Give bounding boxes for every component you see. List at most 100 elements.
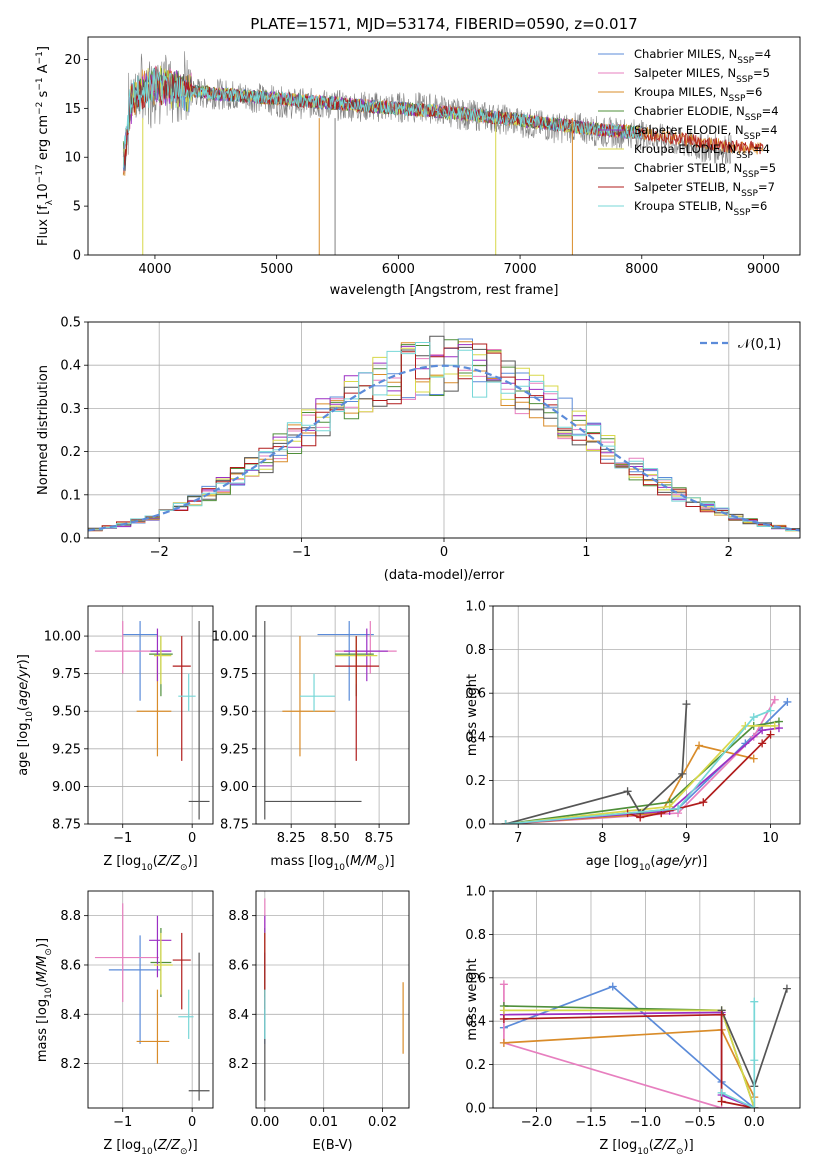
spectrum-ylabel: Flux [fλ10−17 erg cm−2 s−1 A−1] xyxy=(35,46,55,246)
mass-vs-Z-ylabel: mass [log10(M/M⊙)] xyxy=(35,938,54,1062)
legend-label: Kroupa MILES, NSSP=6 xyxy=(634,85,762,104)
weight-marker xyxy=(766,706,775,715)
residuals-plot-area xyxy=(88,335,800,533)
weight-marker xyxy=(695,741,704,750)
figure-title: PLATE=1571, MJD=53174, FIBERID=0590, z=0… xyxy=(250,15,637,33)
weight-marker xyxy=(623,787,632,796)
y-tick-label: 5 xyxy=(73,200,81,215)
legend-label: Salpeter ELODIE, NSSP=4 xyxy=(634,123,777,142)
age-vs-Z-frame xyxy=(87,605,214,825)
weight-vs-age-plot-area xyxy=(501,695,792,824)
errorbar-point xyxy=(108,935,161,1044)
weight-vs-age-xlabel: age [log10(age/yr)] xyxy=(586,854,708,873)
x-tick-label: −1 xyxy=(113,1115,132,1130)
errorbar-point xyxy=(343,628,388,682)
legend-label: Salpeter STELIB, NSSP=7 xyxy=(634,180,775,199)
weight-marker xyxy=(674,804,683,813)
weight-series-kroupa-miles xyxy=(499,1025,759,1108)
age-vs-Z-axes: −1 0 8.75 9.00 9.25 9.50 9.75 10.00 Z [log10(Z/Z… xyxy=(16,605,214,873)
y-tick-label: 0.1 xyxy=(60,488,81,503)
age-vs-Z-xlabel: Z [log10(Z/Z⊙)] xyxy=(103,854,197,873)
y-tick-label: 0.4 xyxy=(465,1015,486,1030)
x-tick-label: 8000 xyxy=(625,262,658,277)
normal-reference-curve xyxy=(88,364,800,532)
errorbar-point xyxy=(94,903,159,1002)
y-tick-label: 8.75 xyxy=(52,818,81,833)
y-tick-label: 0.2 xyxy=(465,774,486,789)
x-tick-label: 5000 xyxy=(260,262,293,277)
x-tick-label: 0.0 xyxy=(744,1115,765,1130)
errorbar-point xyxy=(178,673,196,712)
residuals-ylabel: Normed distribution xyxy=(36,365,51,495)
age-vs-mass-frame xyxy=(255,605,410,825)
spectrum-frame xyxy=(87,36,801,256)
x-tick-label: 1 xyxy=(582,545,590,560)
x-tick-label: 0.01 xyxy=(309,1115,338,1130)
weight-series-chabrier-stelib xyxy=(501,700,691,824)
legend-label: Chabrier MILES, NSSP=4 xyxy=(634,47,771,66)
x-tick-label: −1 xyxy=(113,831,132,846)
residuals-xlabel: (data-model)/error xyxy=(384,568,505,583)
y-tick-label: 0.5 xyxy=(60,316,81,331)
weight-marker xyxy=(750,997,759,1006)
errorbar-point xyxy=(149,915,172,978)
mass-vs-ebv-plot-area xyxy=(264,898,404,1101)
y-tick-label: 8.8 xyxy=(228,909,249,924)
x-tick-label: 8 xyxy=(598,831,606,846)
grid xyxy=(88,891,213,1108)
weight-marker xyxy=(499,980,508,989)
residuals-axes: −2 −1 0 1 2 0.0 0.1 0.2 0.3 0.4 0.5 (data-model)/er… xyxy=(36,316,801,583)
x-tick-label: −1 xyxy=(292,545,311,560)
weight-marker xyxy=(499,1006,508,1015)
weight-marker xyxy=(717,1097,726,1106)
weight-marker xyxy=(770,721,779,730)
y-tick-label: 0.2 xyxy=(465,1058,486,1073)
errorbar-point xyxy=(122,621,158,701)
mass-vs-ebv-xlabel: E(B-V) xyxy=(312,1138,352,1153)
x-tick-label: 8.75 xyxy=(365,831,394,846)
weight-vs-Z-frame xyxy=(492,890,801,1109)
y-tick-label: 0.6 xyxy=(465,971,486,986)
subplots-root: 4000 5000 6000 7000 8000 900005101520waveleng… xyxy=(16,36,801,1157)
weight-marker xyxy=(636,813,645,822)
x-tick-label: 6000 xyxy=(382,262,415,277)
weight-marker xyxy=(758,726,767,735)
weight-marker xyxy=(699,798,708,807)
errorbar-point xyxy=(94,621,161,674)
legend-label: 𝒩(0,1) xyxy=(738,337,781,352)
age-vs-mass-xlabel: mass [log10(M/M⊙)] xyxy=(270,854,394,873)
y-tick-label: 10.00 xyxy=(44,630,81,645)
errorbar-point xyxy=(188,621,210,820)
weight-marker xyxy=(499,1038,508,1047)
weight-marker xyxy=(678,769,687,778)
weight-marker xyxy=(758,739,767,748)
y-tick-label: 8.4 xyxy=(228,1008,249,1023)
y-tick-label: 1.0 xyxy=(465,600,486,615)
y-tick-label: 1.0 xyxy=(465,885,486,900)
x-tick-label: 0 xyxy=(188,1115,196,1130)
x-tick-label: 0 xyxy=(440,545,448,560)
mass-vs-ebv-axes: 0.00 0.01 0.02 8.2 8.4 8.6 8.8 E(B-V) xyxy=(228,890,410,1153)
y-tick-label: 10 xyxy=(64,151,81,166)
spectrum-model-kroupa-stelib xyxy=(122,68,643,168)
x-tick-label: 7 xyxy=(514,831,522,846)
weight-vs-Z-xlabel: Z [log10(Z/Z⊙)] xyxy=(599,1138,693,1157)
age-vs-mass-axes: 8.25 8.50 8.75 8.75 9.00 9.25 9.50 9.75 10.00 mas… xyxy=(212,605,410,873)
weight-marker xyxy=(682,700,691,709)
mass-vs-Z-xlabel: Z [log10(Z/Z⊙)] xyxy=(103,1138,197,1157)
errorbar-point xyxy=(136,989,170,1064)
weight-series-salpeter-miles xyxy=(501,695,779,824)
y-tick-label: 10.00 xyxy=(212,630,249,645)
y-tick-label: 0.0 xyxy=(60,532,81,547)
x-tick-label: −0.5 xyxy=(684,1115,716,1130)
x-tick-label: 4000 xyxy=(138,262,171,277)
y-tick-label: 9.00 xyxy=(52,780,81,795)
weight-marker xyxy=(749,754,758,763)
x-tick-label: −1.0 xyxy=(630,1115,662,1130)
y-tick-label: 0.8 xyxy=(465,928,486,943)
x-tick-label: 8.25 xyxy=(277,831,306,846)
weight-vs-Z-plot-area xyxy=(499,980,791,1108)
x-tick-label: 2 xyxy=(725,545,733,560)
x-tick-label: 10 xyxy=(762,831,779,846)
y-tick-label: 8.2 xyxy=(60,1057,81,1072)
